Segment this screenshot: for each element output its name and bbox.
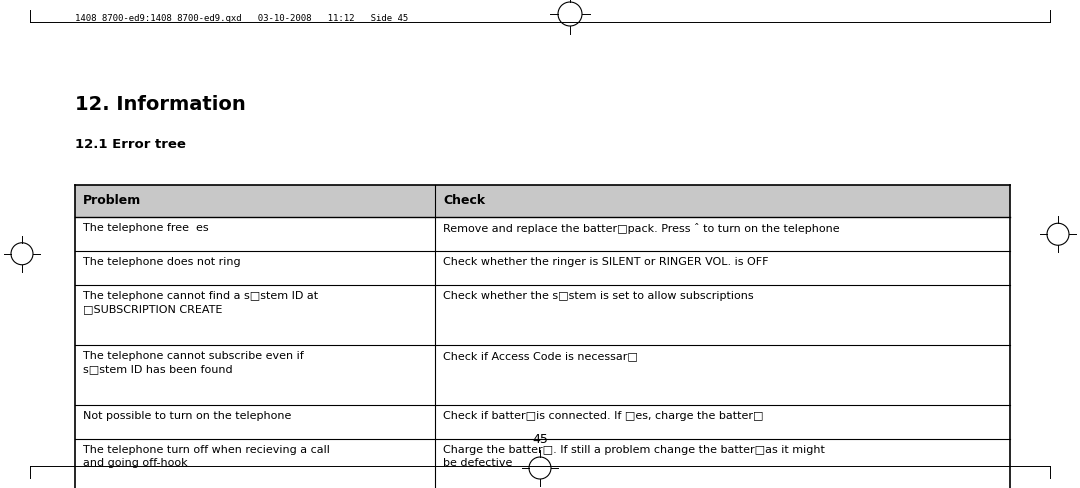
Bar	[75, 185, 1010, 217]
Text: Check whether the s□stem is set to allow subscriptions: Check whether the s□stem is set to allow…	[443, 291, 754, 301]
Text: 12.1 Error tree: 12.1 Error tree	[75, 138, 186, 151]
Text: Not possible to turn on the telephone: Not possible to turn on the telephone	[83, 411, 292, 421]
Text: Check if batter□is connected. If □es, charge the batter□: Check if batter□is connected. If □es, ch…	[443, 411, 764, 421]
Text: 45: 45	[532, 433, 548, 446]
Text: Charge the batter□. If still a problem change the batter□as it might
be defectiv: Charge the batter□. If still a problem c…	[443, 445, 825, 468]
Text: 1408 8700-ed9:1408 8700-ed9.qxd   03-10-2008   11:12   Side 45: 1408 8700-ed9:1408 8700-ed9.qxd 03-10-20…	[75, 14, 408, 23]
Text: Check if Access Code is necessar□: Check if Access Code is necessar□	[443, 351, 638, 361]
Text: The telephone turn off when recieving a call
and going off-hook: The telephone turn off when recieving a …	[83, 445, 329, 468]
Text: The telephone free  es: The telephone free es	[83, 223, 208, 233]
Text: Problem: Problem	[83, 195, 141, 207]
Text: The telephone cannot find a s□stem ID at
□SUBSCRIPTION CREATE: The telephone cannot find a s□stem ID at…	[83, 291, 319, 314]
Text: Check whether the ringer is SILENT or RINGER VOL. is OFF: Check whether the ringer is SILENT or RI…	[443, 257, 769, 267]
Text: 12. Information: 12. Information	[75, 95, 246, 114]
Text: Remove and replace the batter□pack. Press ˆ to turn on the telephone: Remove and replace the batter□pack. Pres…	[443, 223, 839, 234]
Text: Check: Check	[443, 195, 485, 207]
Text: The telephone cannot subscribe even if
s□stem ID has been found: The telephone cannot subscribe even if s…	[83, 351, 303, 374]
Text: The telephone does not ring: The telephone does not ring	[83, 257, 241, 267]
